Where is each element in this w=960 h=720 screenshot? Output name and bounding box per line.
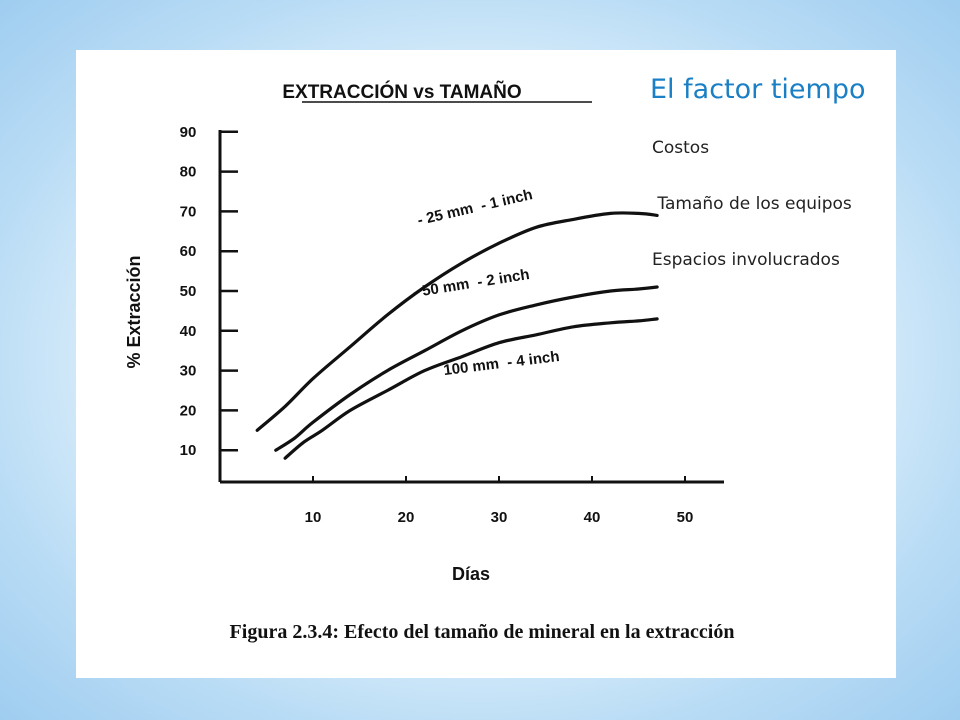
y-tick-label: 60 <box>180 243 197 260</box>
slide: EXTRACCIÓN vs TAMAÑO 10 20 30 40 50 60 70 80 90 … <box>76 50 896 678</box>
x-tick-label: 30 <box>491 509 508 526</box>
series-group: - 25 mm - 1 inch - 50 mm - 2 inch 100 mm -… <box>255 186 659 460</box>
series-line-2 <box>274 285 659 452</box>
series-label-3: 100 mm - 4 inch <box>442 348 560 379</box>
bullet-espacios: Espacios involucrados <box>652 250 840 270</box>
x-ticks: 10 20 30 40 50 <box>305 476 694 526</box>
y-axis-label: % Extracción <box>124 255 144 368</box>
y-tick-label: 70 <box>180 203 197 220</box>
y-tick-label: 20 <box>180 402 197 419</box>
x-axis-label: Días <box>452 564 490 584</box>
y-tick-label: 40 <box>180 323 197 340</box>
y-tick-label: 30 <box>180 363 197 380</box>
bullet-costos: Costos <box>652 138 710 158</box>
slide-title: El factor tiempo <box>650 74 866 105</box>
x-tick-label: 20 <box>398 509 415 526</box>
y-tick-label: 90 <box>180 124 197 141</box>
x-tick-label: 40 <box>584 509 601 526</box>
bullet-tamano-equipos: Tamaño de los equipos <box>652 194 852 214</box>
chart-title: EXTRACCIÓN vs TAMAÑO <box>282 81 521 103</box>
series-label-2: - 50 mm - 2 inch <box>412 266 531 301</box>
y-ticks: 10 20 30 40 50 60 70 80 90 <box>180 124 238 459</box>
y-tick-label: 50 <box>180 283 197 300</box>
y-tick-label: 10 <box>180 442 197 459</box>
series-line-1 <box>255 211 659 432</box>
series-line-3 <box>283 317 659 460</box>
x-tick-label: 50 <box>677 509 694 526</box>
figure-caption: Figura 2.3.4: Efecto del tamaño de miner… <box>230 621 735 643</box>
series-label-1: - 25 mm - 1 inch <box>416 186 534 229</box>
y-tick-label: 80 <box>180 164 197 181</box>
x-tick-label: 10 <box>305 509 322 526</box>
chart: EXTRACCIÓN vs TAMAÑO 102030405060708090 … <box>124 81 735 643</box>
